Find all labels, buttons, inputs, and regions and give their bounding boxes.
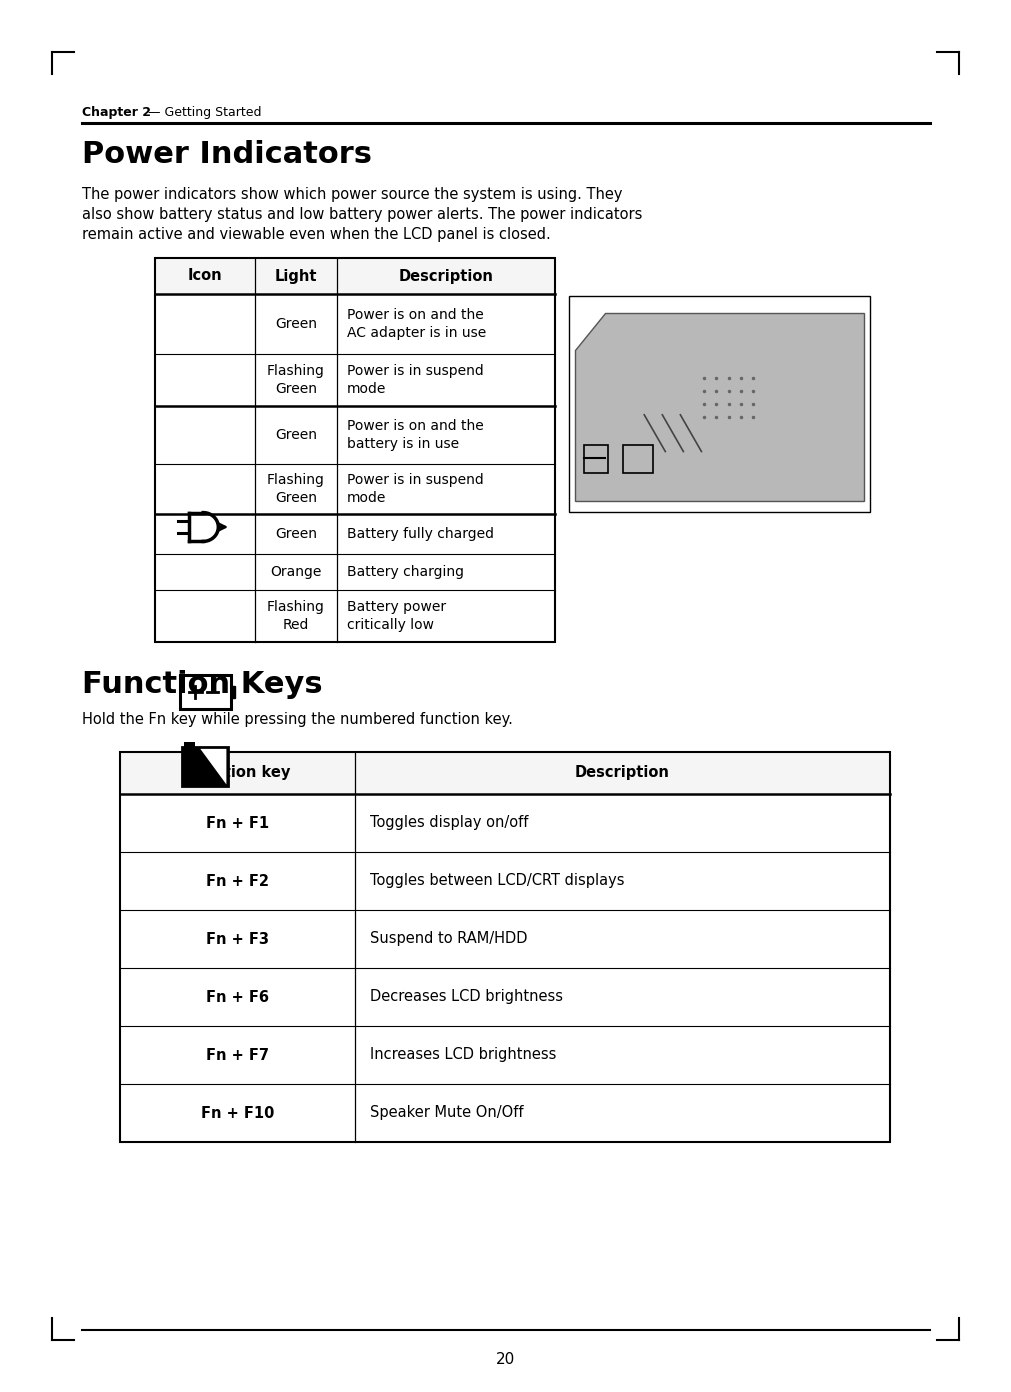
- Text: — Getting Started: — Getting Started: [144, 106, 262, 118]
- Bar: [184, 742, 195, 748]
- Bar: [120, 752, 890, 793]
- Bar: [180, 675, 231, 709]
- Text: Flashing
Green: Flashing Green: [267, 365, 325, 395]
- Text: Battery power
critically low: Battery power critically low: [347, 600, 446, 632]
- Text: Power Indicators: Power Indicators: [82, 141, 372, 168]
- Text: Battery fully charged: Battery fully charged: [347, 528, 494, 541]
- Text: Toggles display on/off: Toggles display on/off: [370, 816, 529, 831]
- Text: Power is in suspend
mode: Power is in suspend mode: [347, 365, 483, 395]
- Text: Green: Green: [275, 528, 317, 541]
- Text: Fn + F1: Fn + F1: [206, 816, 269, 831]
- Bar: [120, 752, 890, 1141]
- Text: Orange: Orange: [270, 565, 321, 579]
- Bar: [569, 296, 870, 512]
- Polygon shape: [200, 749, 226, 785]
- Text: Fn + F7: Fn + F7: [206, 1048, 269, 1062]
- Text: Fn + F10: Fn + F10: [201, 1105, 274, 1121]
- Text: remain active and viewable even when the LCD panel is closed.: remain active and viewable even when the…: [82, 227, 551, 242]
- Text: Fn + F2: Fn + F2: [206, 874, 269, 888]
- Text: The power indicators show which power source the system is using. They: The power indicators show which power so…: [82, 187, 623, 202]
- Text: Function Keys: Function Keys: [82, 670, 323, 699]
- Text: Description: Description: [575, 766, 670, 781]
- Text: Flashing
Red: Flashing Red: [267, 600, 325, 632]
- Bar: [623, 445, 653, 473]
- Text: also show battery status and low battery power alerts. The power indicators: also show battery status and low battery…: [82, 207, 642, 221]
- Polygon shape: [575, 313, 864, 501]
- Text: 20: 20: [495, 1352, 516, 1367]
- Text: Description: Description: [398, 269, 493, 284]
- Bar: [584, 445, 609, 473]
- Text: Hold the Fn key while pressing the numbered function key.: Hold the Fn key while pressing the numbe…: [82, 711, 513, 727]
- Text: Green: Green: [275, 427, 317, 443]
- Text: Fn + F3: Fn + F3: [206, 931, 269, 947]
- Text: Decreases LCD brightness: Decreases LCD brightness: [370, 990, 563, 1005]
- Text: Toggles between LCD/CRT displays: Toggles between LCD/CRT displays: [370, 874, 625, 888]
- Text: Icon: Icon: [188, 269, 222, 284]
- Bar: [182, 748, 228, 786]
- Text: Chapter 2: Chapter 2: [82, 106, 151, 118]
- Text: Power is in suspend
mode: Power is in suspend mode: [347, 473, 483, 505]
- Text: Fn + F6: Fn + F6: [206, 990, 269, 1005]
- Text: Speaker Mute On/Off: Speaker Mute On/Off: [370, 1105, 524, 1121]
- Text: Increases LCD brightness: Increases LCD brightness: [370, 1048, 556, 1062]
- Text: Power is on and the
battery is in use: Power is on and the battery is in use: [347, 419, 483, 451]
- Text: Suspend to RAM/HDD: Suspend to RAM/HDD: [370, 931, 528, 947]
- Text: Light: Light: [275, 269, 317, 284]
- Text: Power is on and the
AC adapter is in use: Power is on and the AC adapter is in use: [347, 309, 486, 340]
- Text: Function key: Function key: [185, 766, 290, 781]
- Bar: [155, 258, 555, 642]
- Text: Battery charging: Battery charging: [347, 565, 464, 579]
- Bar: [231, 686, 235, 697]
- Bar: [155, 258, 555, 294]
- Text: Green: Green: [275, 317, 317, 331]
- Text: Flashing
Green: Flashing Green: [267, 473, 325, 505]
